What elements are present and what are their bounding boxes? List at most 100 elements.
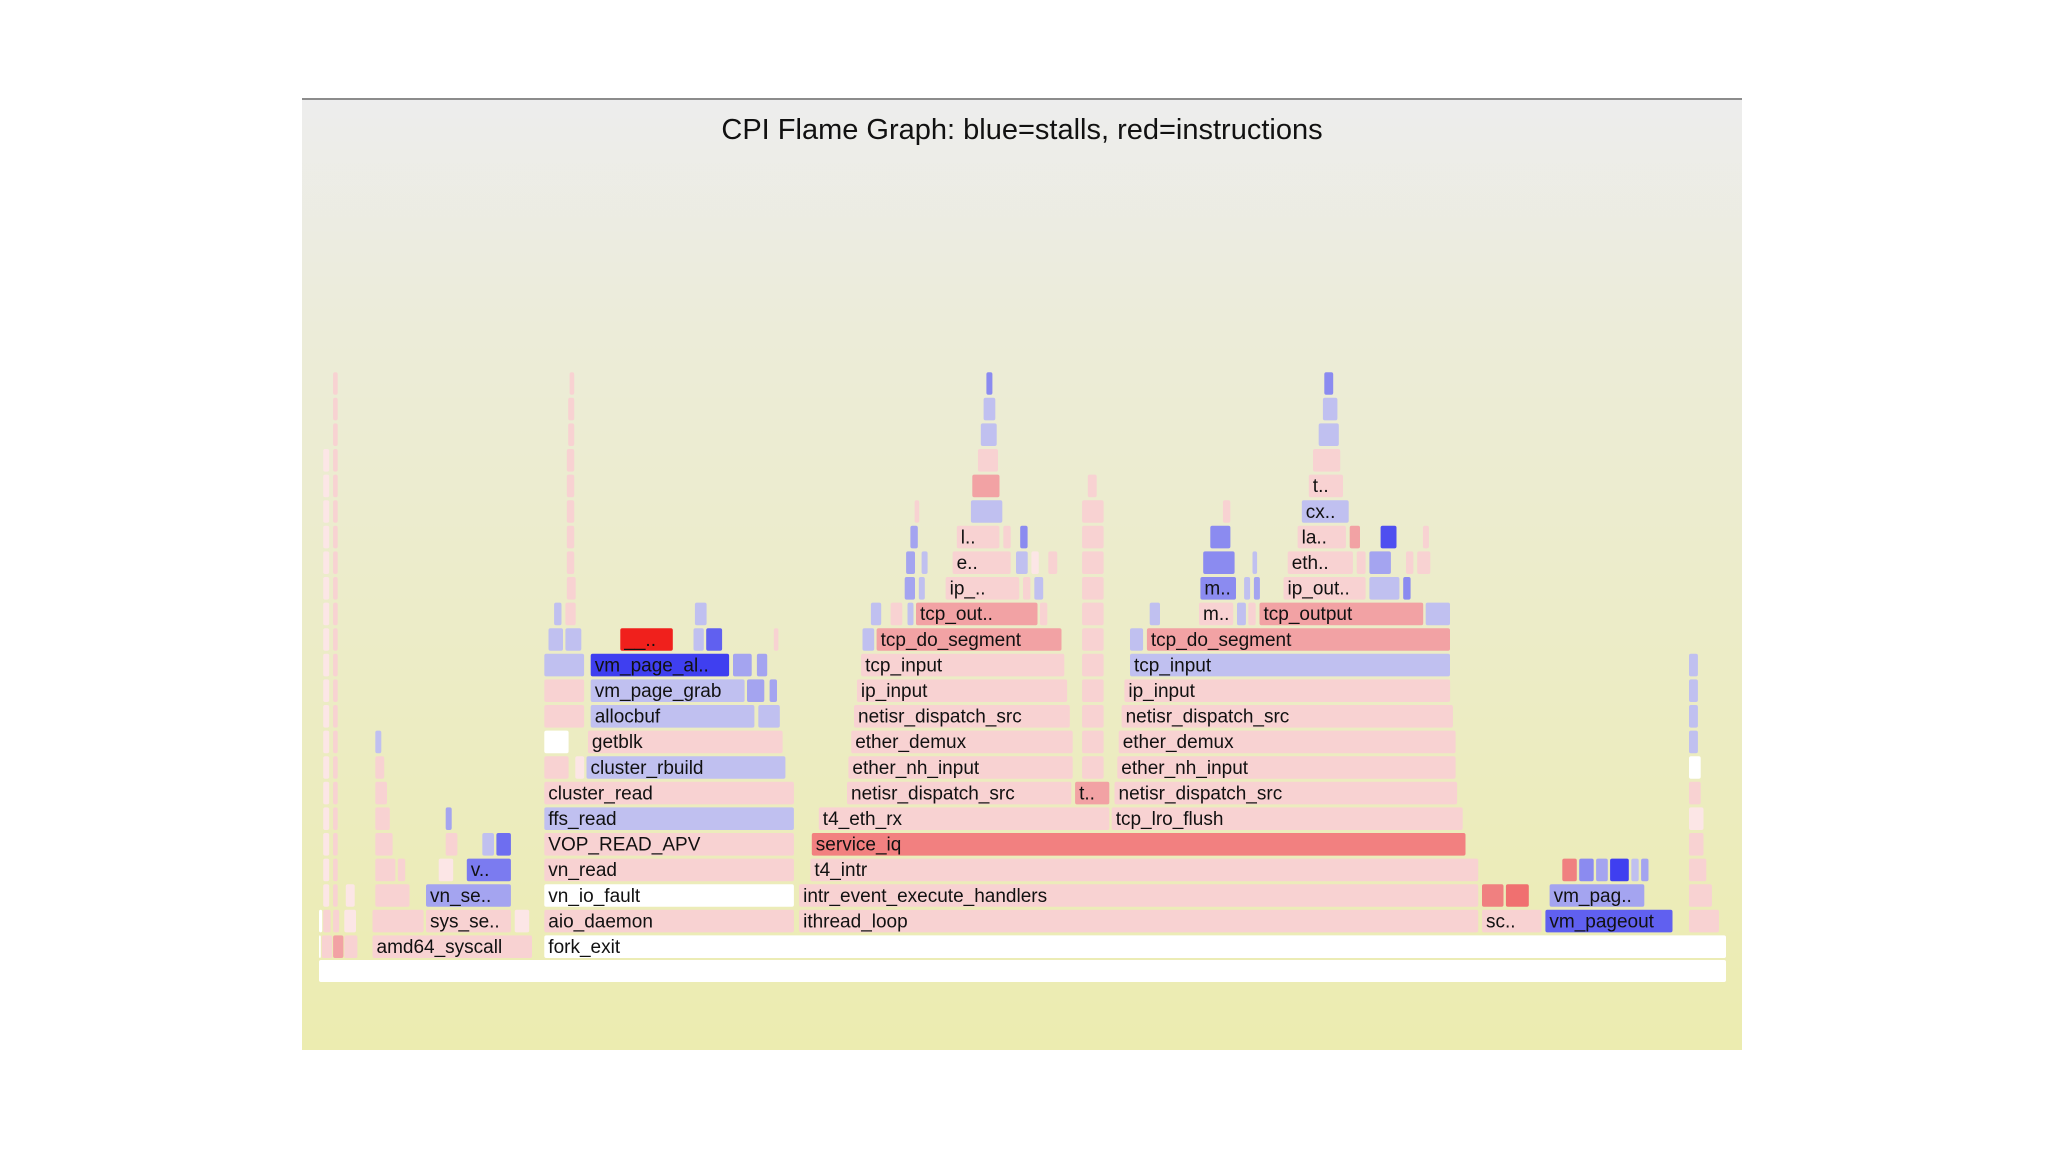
flame-frame[interactable]	[333, 577, 338, 600]
flame-frame-bar[interactable]	[747, 679, 765, 702]
flame-frame-bar[interactable]	[323, 730, 330, 754]
flame-frame-bar[interactable]	[345, 884, 355, 907]
flame-frame-bar[interactable]	[733, 653, 752, 677]
flame-frame-bar[interactable]	[568, 423, 575, 446]
flame-frame[interactable]	[1380, 525, 1397, 549]
flame-frame[interactable]	[1689, 705, 1698, 728]
flame-frame-bar[interactable]	[916, 602, 1038, 626]
flame-frame-bar[interactable]	[904, 577, 915, 600]
flame-frame-bar[interactable]	[333, 756, 338, 779]
flame-frame[interactable]: vn_se..	[426, 884, 511, 907]
flame-frame[interactable]	[1016, 551, 1028, 574]
flame-frame[interactable]: cx..	[1301, 500, 1349, 523]
flame-frame-bar[interactable]	[1210, 525, 1231, 549]
flame-frame[interactable]: netisr_dispatch_src	[1121, 705, 1453, 728]
flame-frame[interactable]	[319, 909, 323, 933]
flame-frame-bar[interactable]	[1237, 602, 1246, 626]
flame-frame[interactable]	[333, 781, 338, 805]
flame-frame[interactable]: t..	[1308, 474, 1343, 498]
flame-frame-bar[interactable]	[1482, 884, 1504, 907]
flame-frame-bar[interactable]	[1610, 858, 1629, 882]
flame-frame-bar[interactable]	[323, 756, 330, 779]
flame-frame[interactable]: intr_event_execute_handlers	[799, 884, 1479, 907]
flame-frame[interactable]	[323, 551, 330, 574]
flame-frame-bar[interactable]	[1248, 602, 1256, 626]
flame-frame-bar[interactable]	[321, 935, 333, 958]
flame-frame[interactable]: ip_out..	[1283, 577, 1366, 600]
flame-frame-bar[interactable]	[1082, 705, 1104, 728]
flame-frame[interactable]	[333, 628, 338, 651]
flame-frame[interactable]	[568, 397, 575, 421]
flame-frame[interactable]: tcp_do_segment	[1146, 628, 1450, 651]
flame-frame[interactable]	[1034, 577, 1044, 600]
flame-frame-bar[interactable]	[566, 500, 575, 523]
flame-frame-bar[interactable]	[333, 653, 338, 677]
flame-frame[interactable]	[323, 781, 330, 805]
flame-frame-bar[interactable]	[554, 602, 562, 626]
flame-frame-bar[interactable]	[1356, 551, 1366, 574]
flame-frame[interactable]	[1689, 858, 1707, 882]
flame-frame[interactable]	[375, 884, 410, 907]
flame-frame-bar[interactable]	[544, 756, 569, 779]
flame-frame-bar[interactable]	[1689, 705, 1698, 728]
flame-frame[interactable]	[1082, 730, 1104, 754]
flame-frame-bar[interactable]	[1545, 909, 1673, 933]
flame-frame-bar[interactable]	[426, 884, 511, 907]
flame-frame-bar[interactable]	[799, 909, 1479, 933]
flame-frame-bar[interactable]	[1505, 884, 1529, 907]
flame-frame[interactable]	[1505, 884, 1529, 907]
flame-frame[interactable]	[323, 756, 330, 779]
flame-frame[interactable]	[914, 500, 920, 523]
flame-frame-bar[interactable]	[323, 500, 330, 523]
flame-frame[interactable]: cluster_rbuild	[586, 756, 786, 779]
flame-frame-bar[interactable]	[333, 858, 338, 882]
flame-frame-bar[interactable]	[544, 884, 794, 907]
flame-frame-bar[interactable]	[323, 525, 330, 549]
flame-frame[interactable]	[375, 807, 390, 830]
flame-frame[interactable]	[1020, 525, 1028, 549]
flame-frame-bar[interactable]	[1082, 756, 1104, 779]
flame-frame[interactable]	[1324, 372, 1334, 395]
flame-frame-bar[interactable]	[496, 833, 511, 856]
flame-frame-bar[interactable]	[1023, 577, 1031, 600]
flame-frame-bar[interactable]	[323, 551, 330, 574]
flame-frame[interactable]	[1322, 397, 1338, 421]
flame-frame-bar[interactable]	[1689, 653, 1698, 677]
flame-frame-bar[interactable]	[426, 909, 511, 933]
flame-frame[interactable]	[1023, 577, 1031, 600]
flame-frame[interactable]	[1237, 602, 1246, 626]
flame-frame-bar[interactable]	[1283, 577, 1366, 600]
flame-frame-bar[interactable]	[445, 807, 452, 830]
flame-frame[interactable]	[1422, 525, 1429, 549]
flame-frame[interactable]	[1149, 602, 1160, 626]
flame-frame-bar[interactable]	[544, 730, 569, 754]
flame-frame-bar[interactable]	[921, 551, 928, 574]
flame-frame[interactable]	[544, 705, 585, 728]
flame-frame[interactable]	[1356, 551, 1366, 574]
flame-frame[interactable]	[1082, 551, 1104, 574]
flame-frame[interactable]	[375, 781, 387, 805]
flame-frame-bar[interactable]	[375, 807, 390, 830]
flame-frame-bar[interactable]	[1082, 730, 1104, 754]
flame-frame-bar[interactable]	[323, 884, 330, 907]
flame-frame-bar[interactable]	[333, 449, 338, 472]
flame-frame-bar[interactable]	[1075, 781, 1110, 805]
flame-frame-bar[interactable]	[758, 705, 780, 728]
flame-frame-bar[interactable]	[333, 781, 338, 805]
flame-frame[interactable]: eth..	[1287, 551, 1353, 574]
flame-frame[interactable]	[375, 833, 393, 856]
flame-frame[interactable]	[910, 525, 918, 549]
flame-frame[interactable]	[1482, 884, 1504, 907]
flame-frame[interactable]	[906, 551, 915, 574]
flame-frame[interactable]	[1082, 577, 1104, 600]
flame-frame[interactable]	[1641, 858, 1649, 882]
flame-frame[interactable]: netisr_dispatch_src	[1114, 781, 1458, 805]
flame-frame-bar[interactable]	[1318, 423, 1339, 446]
flame-frame[interactable]: netisr_dispatch_src	[847, 781, 1072, 805]
flame-frame-bar[interactable]	[1417, 551, 1431, 574]
flame-frame-bar[interactable]	[319, 909, 323, 933]
flame-frame[interactable]	[921, 551, 928, 574]
flame-frame-bar[interactable]	[565, 602, 576, 626]
flame-frame[interactable]	[1689, 781, 1701, 805]
flame-frame-bar[interactable]	[323, 628, 330, 651]
